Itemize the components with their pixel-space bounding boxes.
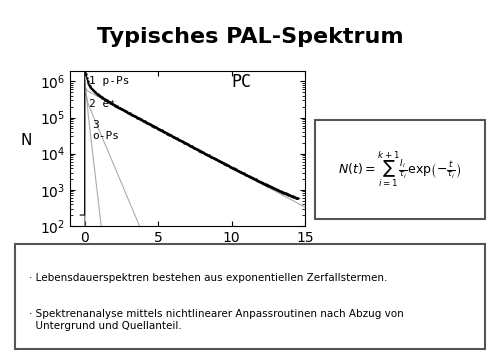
Text: · Lebensdauerspektren bestehen aus exponentiellen Zerfallstermen.: · Lebensdauerspektren bestehen aus expon… bbox=[29, 273, 388, 283]
Text: 3
o-Ps: 3 o-Ps bbox=[92, 120, 119, 141]
FancyBboxPatch shape bbox=[315, 120, 485, 219]
Text: $N(t) = \sum_{i=1}^{k+1} \frac{I_i}{\tau_i} \exp\!\left(-\frac{t}{\tau_i}\right): $N(t) = \sum_{i=1}^{k+1} \frac{I_i}{\tau… bbox=[338, 150, 462, 189]
Text: · Spektrenanalyse mittels nichtlinearer Anpassroutinen nach Abzug von
  Untergru: · Spektrenanalyse mittels nichtlinearer … bbox=[29, 309, 404, 331]
Y-axis label: N: N bbox=[20, 133, 32, 148]
Text: 1 p-Ps: 1 p-Ps bbox=[89, 76, 130, 86]
Text: Typisches PAL-Spektrum: Typisches PAL-Spektrum bbox=[96, 27, 404, 47]
Text: PC: PC bbox=[232, 73, 252, 91]
Text: 2 e⁺: 2 e⁺ bbox=[89, 99, 116, 109]
FancyBboxPatch shape bbox=[15, 244, 485, 349]
X-axis label: t (ns): t (ns) bbox=[169, 250, 206, 264]
